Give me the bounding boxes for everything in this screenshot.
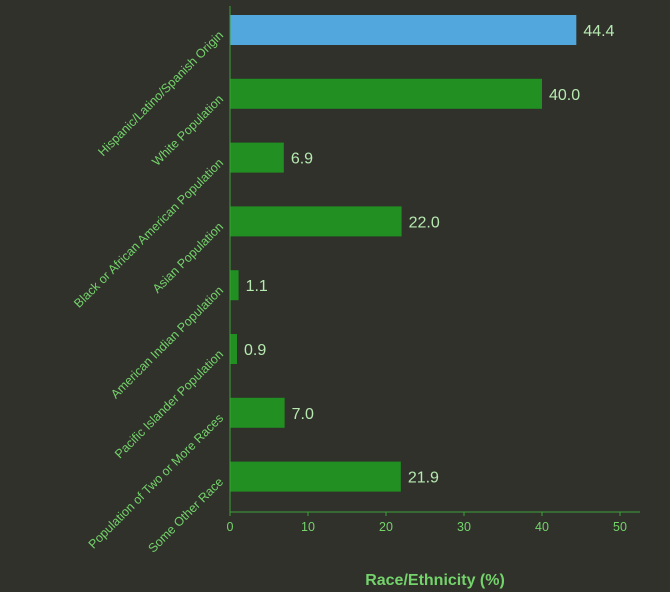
bar[interactable] [230,461,401,492]
bar-value-label: 40.0 [549,87,580,104]
bars-layer [230,15,577,492]
bar-value-label: 1.1 [246,278,268,295]
bar-value-label: 22.0 [409,214,440,231]
x-axis-title: Race/Ethnicity (%) [365,572,505,589]
bar-value-label: 6.9 [291,151,313,168]
x-tick-label: 20 [379,520,393,534]
bar-value-label: 21.9 [408,470,439,487]
bar[interactable] [230,206,402,237]
x-tick-label: 50 [613,520,627,534]
bar[interactable] [230,78,542,109]
bar[interactable] [230,397,285,428]
bar-value-label: 7.0 [292,406,314,423]
axis-layer: 0 10 20 30 40 50 [227,6,640,534]
x-tick-label: 0 [227,520,234,534]
category-label: Pacific Islander Population [112,347,226,461]
x-tick-label: 30 [457,520,471,534]
x-tick-label: 10 [301,520,315,534]
category-label: Hispanic/Latino/Spanish Origin [95,28,226,159]
bar[interactable] [230,15,577,45]
bar-value-label: 0.9 [244,342,266,359]
bar-value-label: 44.4 [583,23,614,40]
category-label: American Indian Population [108,283,226,401]
bar[interactable] [230,142,284,173]
category-label: Population of Two or More Races [86,411,226,551]
bar[interactable] [230,270,239,301]
bar[interactable] [230,334,238,364]
x-tick-label: 40 [535,520,549,534]
